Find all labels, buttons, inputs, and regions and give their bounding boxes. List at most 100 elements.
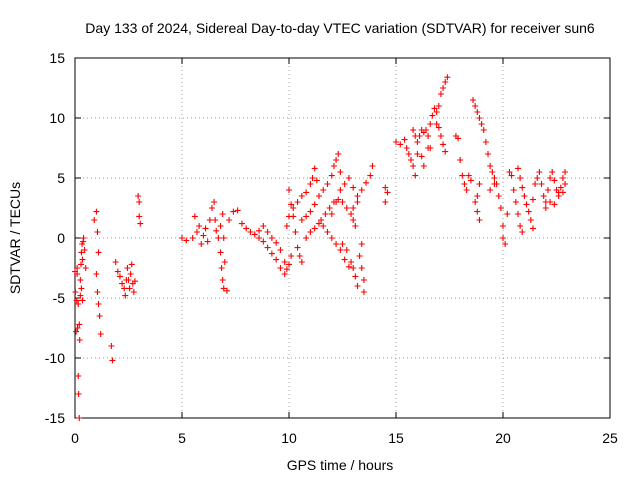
- data-point: [79, 256, 86, 263]
- data-point: [78, 249, 85, 256]
- data-point: [422, 127, 429, 133]
- data-point: [410, 127, 417, 133]
- data-point: [77, 277, 84, 283]
- data-point: [124, 265, 131, 271]
- data-point: [217, 223, 224, 229]
- data-point: [97, 331, 104, 337]
- data-point: [354, 199, 361, 205]
- data-point: [510, 187, 517, 193]
- data-point: [75, 301, 82, 307]
- data-point: [220, 285, 227, 292]
- data-point: [204, 238, 211, 245]
- data-point: [315, 220, 322, 227]
- data-point: [298, 193, 305, 199]
- data-point: [77, 292, 84, 299]
- data-point: [189, 235, 196, 241]
- data-point: [79, 297, 86, 304]
- data-point: [382, 184, 389, 191]
- data-point: [410, 163, 417, 169]
- data-point: [217, 249, 224, 256]
- data-point: [461, 181, 468, 187]
- axis-ticks: [74, 57, 611, 419]
- data-point: [544, 187, 551, 193]
- data-point: [81, 247, 88, 253]
- data-point: [307, 208, 314, 215]
- data-point: [112, 259, 119, 265]
- data-point: [337, 187, 344, 193]
- data-point: [474, 193, 481, 199]
- x-tick-label: 0: [71, 430, 79, 446]
- x-axis-label: GPS time / hours: [287, 457, 394, 473]
- data-point: [358, 241, 365, 247]
- data-point: [333, 157, 340, 163]
- data-point: [487, 163, 494, 169]
- data-point: [95, 249, 102, 256]
- data-point: [369, 163, 376, 169]
- data-point: [223, 287, 230, 294]
- data-point: [559, 175, 566, 181]
- data-point: [298, 217, 305, 223]
- data-point: [125, 277, 132, 283]
- data-point: [294, 244, 301, 251]
- data-point: [440, 85, 447, 91]
- data-point: [354, 193, 361, 199]
- data-point: [495, 193, 502, 199]
- data-point: [202, 225, 209, 232]
- data-point: [290, 205, 297, 211]
- data-point: [311, 225, 318, 232]
- data-point: [557, 184, 564, 191]
- data-point: [455, 135, 462, 142]
- data-point: [313, 177, 320, 184]
- data-point: [487, 187, 494, 193]
- data-point: [94, 289, 101, 295]
- data-point: [414, 151, 421, 157]
- data-point: [429, 112, 436, 119]
- data-point: [307, 181, 314, 187]
- data-point: [264, 229, 271, 235]
- data-point: [116, 273, 123, 280]
- data-point: [288, 253, 295, 259]
- data-point: [534, 175, 541, 181]
- data-point: [476, 181, 483, 187]
- data-point: [350, 184, 357, 191]
- data-point: [514, 211, 521, 217]
- data-point: [309, 175, 316, 181]
- data-point: [324, 181, 331, 187]
- data-point: [472, 103, 479, 109]
- data-point: [517, 223, 524, 229]
- data-point: [247, 229, 254, 235]
- y-tick-label: 5: [57, 170, 65, 186]
- data-point: [356, 253, 363, 259]
- data-point: [208, 205, 215, 211]
- data-point: [119, 280, 126, 287]
- data-point: [76, 321, 83, 328]
- data-point: [108, 343, 115, 349]
- data-point: [251, 231, 258, 238]
- data-point: [435, 103, 442, 109]
- data-point: [337, 247, 344, 253]
- data-point: [397, 141, 404, 148]
- data-point: [273, 239, 280, 246]
- data-point: [551, 177, 558, 184]
- data-point: [324, 229, 331, 235]
- data-point: [72, 289, 79, 295]
- y-tick-labels: -15 -10 -5 0 5 10 15: [45, 50, 65, 426]
- data-point: [219, 277, 226, 283]
- data-point: [281, 259, 288, 265]
- data-point: [128, 261, 135, 268]
- x-tick-label: 10: [281, 430, 297, 446]
- data-point: [328, 211, 335, 217]
- y-tick-label: 0: [57, 230, 65, 246]
- data-point: [363, 179, 370, 186]
- y-tick-label: -5: [53, 290, 66, 306]
- data-point: [352, 273, 359, 280]
- data-point: [179, 235, 185, 241]
- data-point: [193, 229, 200, 235]
- data-point: [350, 217, 357, 223]
- data-point: [333, 199, 340, 205]
- data-point: [540, 193, 547, 199]
- data-point: [414, 139, 421, 145]
- data-point: [547, 175, 554, 181]
- data-point: [476, 115, 483, 121]
